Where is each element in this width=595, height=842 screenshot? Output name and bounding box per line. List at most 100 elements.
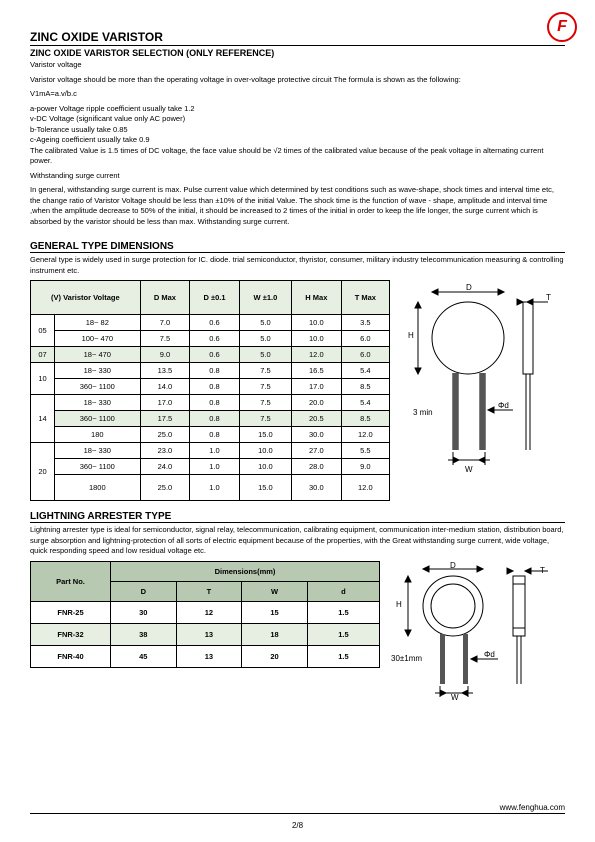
svg-text:W: W <box>451 693 459 701</box>
cell: 18~ 330 <box>55 443 141 459</box>
cell: 30 <box>111 601 177 623</box>
cell: 30.0 <box>292 427 342 443</box>
cell: 13 <box>176 645 242 667</box>
cell: 1800 <box>55 475 141 501</box>
table-row: FNR-404513201.5 <box>31 645 380 667</box>
group-cell: 10 <box>31 363 55 395</box>
table-row: FNR-253012151.5 <box>31 601 380 623</box>
cell: FNR-25 <box>31 601 111 623</box>
col-dims: Dimensions(mm) <box>111 561 380 581</box>
col-D: D <box>111 581 177 601</box>
cell: 7.5 <box>239 363 291 379</box>
cell: 20 <box>242 645 308 667</box>
cell: 15.0 <box>239 427 291 443</box>
table-row: 360~ 110014.00.87.517.08.5 <box>31 379 390 395</box>
brand-logo: F <box>547 12 577 42</box>
cell: 1.0 <box>190 459 240 475</box>
group-cell: 14 <box>31 395 55 443</box>
col-W: W <box>242 581 308 601</box>
cell: 23.0 <box>140 443 190 459</box>
col-d-small: d <box>307 581 379 601</box>
cell: 24.0 <box>140 459 190 475</box>
gen-type-diagram: D T H Φd 3 min W <box>398 280 563 475</box>
cell: 12.0 <box>341 427 389 443</box>
group-cell: 07 <box>31 347 55 363</box>
cell: 15.0 <box>239 475 291 501</box>
cell: 7.0 <box>140 315 190 331</box>
svg-text:Φd: Φd <box>484 650 495 659</box>
cell: 12.0 <box>341 475 389 501</box>
cell: 100~ 470 <box>55 331 141 347</box>
cell: 25.0 <box>140 475 190 501</box>
cell: 1.0 <box>190 443 240 459</box>
cell: 3.5 <box>341 315 389 331</box>
cell: 8.5 <box>341 411 389 427</box>
cell: 18~ 470 <box>55 347 141 363</box>
cell: 360~ 1100 <box>55 411 141 427</box>
cell: 0.8 <box>190 363 240 379</box>
col-tmax: T Max <box>341 281 389 315</box>
group-cell: 05 <box>31 315 55 347</box>
group-cell: 20 <box>31 443 55 501</box>
cell: 10.0 <box>292 315 342 331</box>
page-number: 2/8 <box>292 821 303 830</box>
table-row: 0518~ 827.00.65.010.03.5 <box>31 315 390 331</box>
cell: FNR-32 <box>31 623 111 645</box>
cell: 25.0 <box>140 427 190 443</box>
svg-text:T: T <box>540 566 545 575</box>
cell: 0.6 <box>190 315 240 331</box>
col-hmax: H Max <box>292 281 342 315</box>
cell: 14.0 <box>140 379 190 395</box>
page-subtitle: ZINC OXIDE VARISTOR SELECTION (ONLY REFE… <box>30 48 565 58</box>
la-heading: LIGHTNING ARRESTER TYPE <box>30 511 565 523</box>
cell: 0.8 <box>190 395 240 411</box>
cell: 0.6 <box>190 347 240 363</box>
col-varistor-voltage: (V) Varistor Voltage <box>31 281 141 315</box>
svg-text:3 min: 3 min <box>413 408 433 417</box>
cell: 28.0 <box>292 459 342 475</box>
cell: 10.0 <box>292 331 342 347</box>
cell: 0.8 <box>190 379 240 395</box>
col-T: T <box>176 581 242 601</box>
col-d01: D ±0.1 <box>190 281 240 315</box>
gen-sub: General type is widely used in surge pro… <box>30 255 565 276</box>
table-row: 360~ 110024.01.010.028.09.0 <box>31 459 390 475</box>
footer-divider <box>30 813 565 814</box>
cell: 18~ 82 <box>55 315 141 331</box>
cell: 360~ 1100 <box>55 379 141 395</box>
svg-text:Φd: Φd <box>498 401 509 410</box>
col-part-no: Part No. <box>31 561 111 601</box>
svg-text:D: D <box>450 561 456 570</box>
cell: 27.0 <box>292 443 342 459</box>
cell: 6.0 <box>341 331 389 347</box>
lightning-arrester-table: Part No. Dimensions(mm) D T W d FNR-2530… <box>30 561 380 668</box>
cell: 5.4 <box>341 363 389 379</box>
cell: 5.0 <box>239 331 291 347</box>
cell: 9.0 <box>140 347 190 363</box>
svg-text:W: W <box>465 465 473 474</box>
formula-c: c-Ageing coefficient usually take 0.9 <box>30 135 565 146</box>
cell: 13 <box>176 623 242 645</box>
formula-a: a-power Voltage ripple coefficient usual… <box>30 104 565 115</box>
cell: 38 <box>111 623 177 645</box>
gen-dimensions-table: (V) Varistor Voltage D Max D ±0.1 W ±1.0… <box>30 280 390 501</box>
cell: 8.5 <box>341 379 389 395</box>
cell: 1.5 <box>307 601 379 623</box>
intro-label: Varistor voltage <box>30 60 565 71</box>
svg-text:H: H <box>408 331 414 340</box>
cell: 1.5 <box>307 645 379 667</box>
page-title: ZINC OXIDE VARISTOR <box>30 30 565 46</box>
cell: 12.0 <box>292 347 342 363</box>
cell: 7.5 <box>239 379 291 395</box>
table-row: 100~ 4707.50.65.010.06.0 <box>31 331 390 347</box>
intro-body: Varistor voltage should be more than the… <box>30 75 565 86</box>
cell: 17.5 <box>140 411 190 427</box>
cell: 15 <box>242 601 308 623</box>
la-type-diagram: D T H Φd 30±1mm W <box>388 561 563 701</box>
formula: V1mA=a.v/b.c <box>30 89 565 100</box>
cell: 18~ 330 <box>55 395 141 411</box>
cell: 5.4 <box>341 395 389 411</box>
cell: 17.0 <box>292 379 342 395</box>
table-row: 1018~ 33013.50.87.516.55.4 <box>31 363 390 379</box>
formula-v: v-DC Voltage (significant value only AC … <box>30 114 565 125</box>
